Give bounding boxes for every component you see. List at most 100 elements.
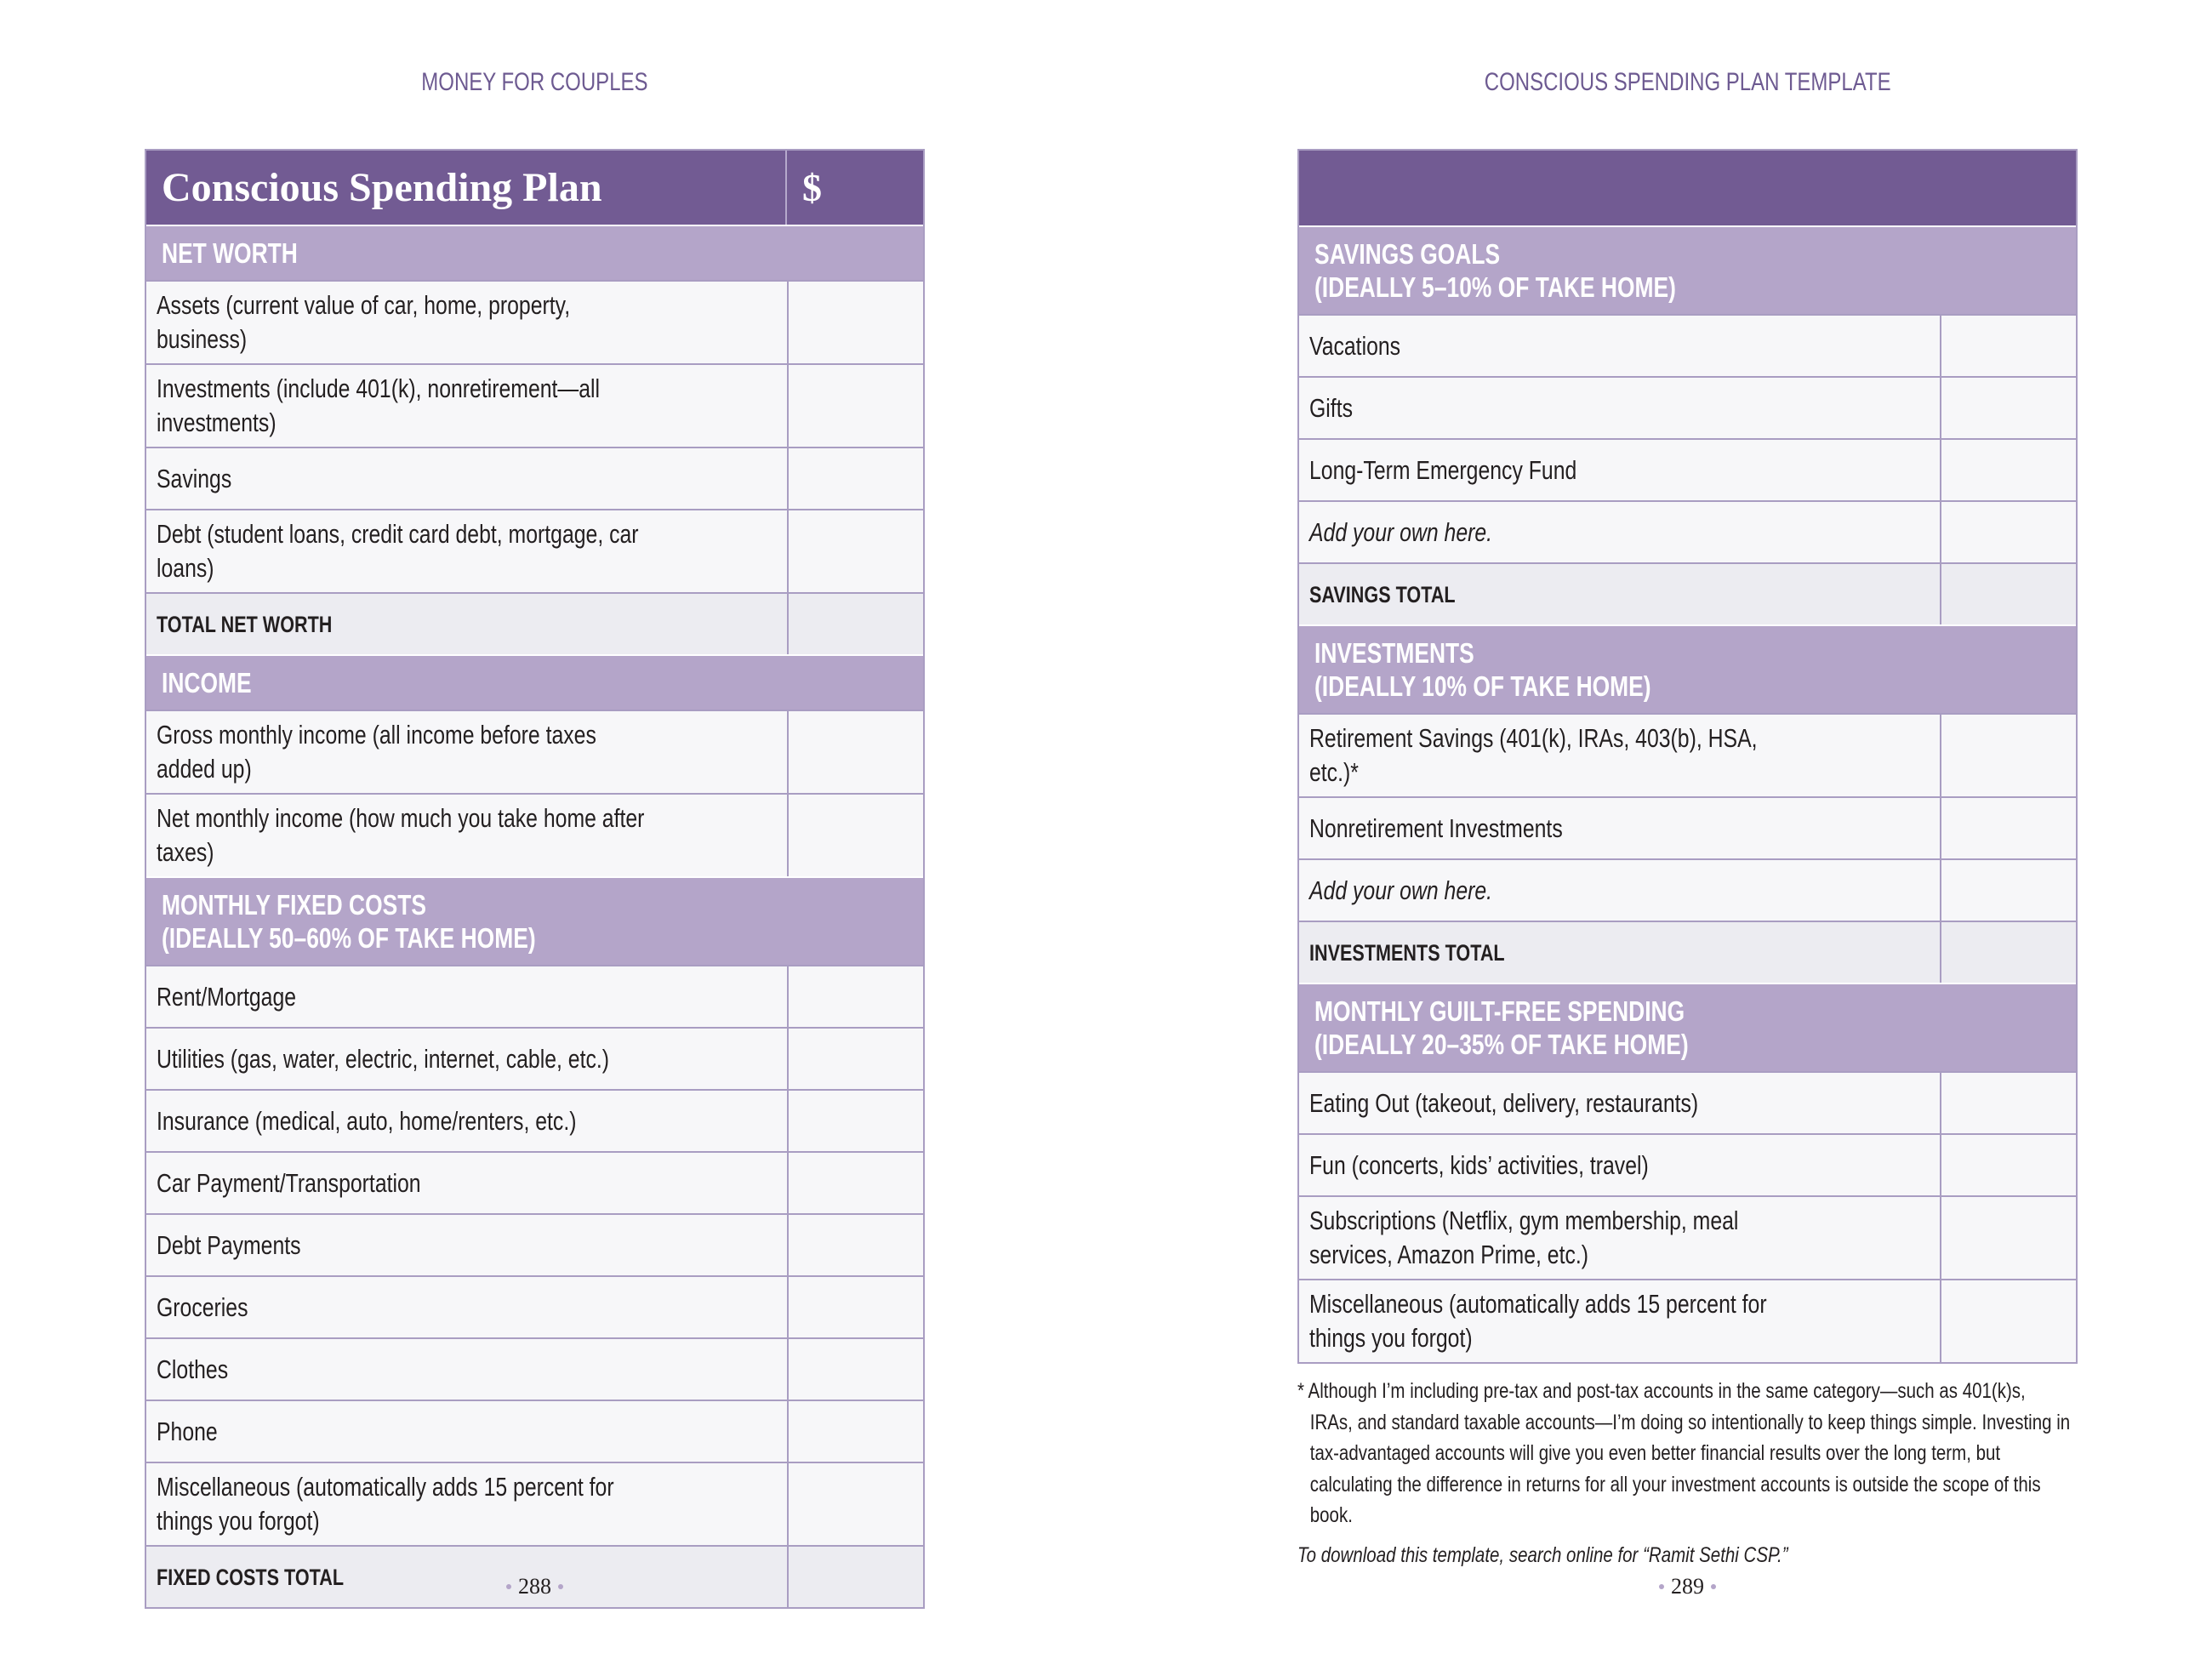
item-text: Car Payment/Transportation	[157, 1167, 421, 1198]
heading-line: MONTHLY GUILT-FREE SPENDING	[1314, 995, 2076, 1028]
item-text: Fun (concerts, kids’ activities, travel)	[1309, 1149, 1649, 1180]
heading-text: SAVINGS GOALS	[1314, 238, 1501, 270]
amount-cell	[789, 1277, 923, 1337]
total-label: TOTAL NET WORTH	[146, 594, 789, 654]
heading-line: MONTHLY FIXED COSTS	[162, 888, 923, 921]
heading-line: (IDEALLY 50–60% OF TAKE HOME)	[162, 921, 923, 955]
page-number: 289	[1297, 1574, 2078, 1599]
line-item: Retirement Savings (401(k), IRAs, 403(b)…	[1299, 713, 2076, 796]
item-text: Add your own here.	[1309, 516, 1493, 547]
item-text: Savings	[157, 463, 232, 493]
item-text: Rent/Mortgage	[157, 981, 297, 1012]
item-label: Car Payment/Transportation	[146, 1153, 789, 1213]
heading-text: MONTHLY GUILT-FREE SPENDING	[1314, 995, 1685, 1027]
line-item: Insurance (medical, auto, home/renters, …	[146, 1089, 923, 1151]
item-label: Nonretirement Investments	[1299, 798, 1941, 858]
line-item: Long-Term Emergency Fund	[1299, 438, 2076, 500]
heading-text: INCOME	[162, 667, 252, 698]
amount-cell	[789, 1153, 923, 1213]
line-item: Car Payment/Transportation	[146, 1151, 923, 1213]
line-item: Net monthly income (how much you take ho…	[146, 793, 923, 876]
item-text: Insurance (medical, auto, home/renters, …	[157, 1105, 577, 1136]
total-row: TOTAL NET WORTH	[146, 592, 923, 654]
spending-table: Conscious Spending Plan $ NET WORTH Assets …	[145, 149, 925, 1609]
item-label: Clothes	[146, 1339, 789, 1400]
dot	[1659, 1584, 1664, 1589]
item-label: Fun (concerts, kids’ activities, travel)	[1299, 1135, 1941, 1195]
amount-cell	[1941, 1135, 2076, 1195]
item-text: Clothes	[157, 1354, 229, 1384]
right-page: CONSCIOUS SPENDING PLAN TEMPLATE SAVINGS…	[1297, 0, 2078, 1659]
running-head-text: MONEY FOR COUPLES	[421, 68, 648, 96]
amount-cell	[1941, 564, 2076, 624]
item-label: Savings	[146, 448, 789, 509]
heading-line: SAVINGS GOALS	[1314, 237, 2076, 271]
item-label: Debt Payments	[146, 1215, 789, 1275]
amount-cell	[789, 510, 923, 592]
item-text: Utilities (gas, water, electric, interne…	[157, 1043, 610, 1074]
item-label: Subscriptions (Netflix, gym membership, …	[1299, 1197, 1941, 1279]
footnote: * Although I’m including pre-tax and pos…	[1297, 1379, 2071, 1527]
item-text: Eating Out (takeout, delivery, restauran…	[1309, 1087, 1699, 1118]
amount-cell	[789, 1401, 923, 1462]
spending-table: SAVINGS GOALS (IDEALLY 5–10% OF TAKE HOME…	[1297, 149, 2078, 1364]
amount-cell	[789, 1215, 923, 1275]
item-text: Investments (include 401(k), nonretireme…	[157, 373, 601, 437]
item-label: Miscellaneous (automatically adds 15 per…	[146, 1463, 789, 1545]
page-number: 288	[145, 1574, 925, 1599]
item-text: Miscellaneous (automatically adds 15 per…	[157, 1472, 614, 1536]
heading-line: (IDEALLY 10% OF TAKE HOME)	[1314, 670, 2076, 703]
item-text: Net monthly income (how much you take ho…	[157, 803, 645, 867]
amount-cell	[789, 1339, 923, 1400]
amount-cell	[1941, 1197, 2076, 1279]
line-item: Rent/Mortgage	[146, 965, 923, 1027]
item-label: Phone	[146, 1401, 789, 1462]
item-text: Debt Payments	[157, 1229, 301, 1260]
heading-text: (IDEALLY 20–35% OF TAKE HOME)	[1314, 1029, 1689, 1060]
item-label: Debt (student loans, credit card debt, m…	[146, 510, 789, 592]
amount-cell	[789, 1091, 923, 1151]
item-text: Nonretirement Investments	[1309, 812, 1563, 843]
line-item: Savings	[146, 447, 923, 509]
amount-cell	[789, 448, 923, 509]
line-item: Debt (student loans, credit card debt, m…	[146, 509, 923, 592]
heading-text: MONTHLY FIXED COSTS	[162, 889, 426, 921]
heading-line: (IDEALLY 5–10% OF TAKE HOME)	[1314, 271, 2076, 304]
header-bar	[1299, 151, 2076, 225]
amount-cell	[1941, 502, 2076, 562]
left-page: MONEY FOR COUPLES Conscious Spending Pla…	[145, 0, 925, 1659]
total-label: SAVINGS TOTAL	[1299, 564, 1941, 624]
running-head: CONSCIOUS SPENDING PLAN TEMPLATE	[1297, 68, 2078, 97]
item-label: Add your own here.	[1299, 860, 1941, 921]
total-text: INVESTMENTS TOTAL	[1309, 939, 1505, 966]
item-label: Net monthly income (how much you take ho…	[146, 795, 789, 876]
notes: * Although I’m including pre-tax and pos…	[1297, 1376, 2078, 1571]
amount-cell	[1941, 440, 2076, 500]
amount-cell	[1941, 922, 2076, 983]
heading-line: (IDEALLY 20–35% OF TAKE HOME)	[1314, 1028, 2076, 1061]
amount-cell	[1941, 798, 2076, 858]
amount-cell	[789, 365, 923, 447]
dot	[558, 1584, 563, 1589]
item-text: Gifts	[1309, 392, 1353, 423]
amount-cell	[789, 711, 923, 793]
section-heading: MONTHLY GUILT-FREE SPENDING (IDEALLY 20–3…	[1299, 983, 2076, 1071]
item-text: Add your own here.	[1309, 875, 1493, 905]
amount-cell	[789, 966, 923, 1027]
line-item: Debt Payments	[146, 1213, 923, 1275]
title-row: Conscious Spending Plan $	[146, 151, 923, 225]
amount-cell	[1941, 1073, 2076, 1133]
item-text: Debt (student loans, credit card debt, m…	[157, 519, 639, 583]
amount-cell	[1941, 378, 2076, 438]
section-heading: MONTHLY FIXED COSTS (IDEALLY 50–60% OF TA…	[146, 876, 923, 965]
amount-cell	[789, 282, 923, 363]
amount-cell	[1941, 316, 2076, 376]
total-row: INVESTMENTS TOTAL	[1299, 921, 2076, 983]
total-row: FIXED COSTS TOTAL	[146, 1545, 923, 1607]
amount-cell	[1941, 860, 2076, 921]
page-number-text: 289	[1671, 1574, 1704, 1599]
item-label: Utilities (gas, water, electric, interne…	[146, 1029, 789, 1089]
table-title: Conscious Spending Plan	[146, 151, 787, 225]
item-label: Assets (current value of car, home, prop…	[146, 282, 789, 363]
section-heading: INCOME	[146, 654, 923, 710]
